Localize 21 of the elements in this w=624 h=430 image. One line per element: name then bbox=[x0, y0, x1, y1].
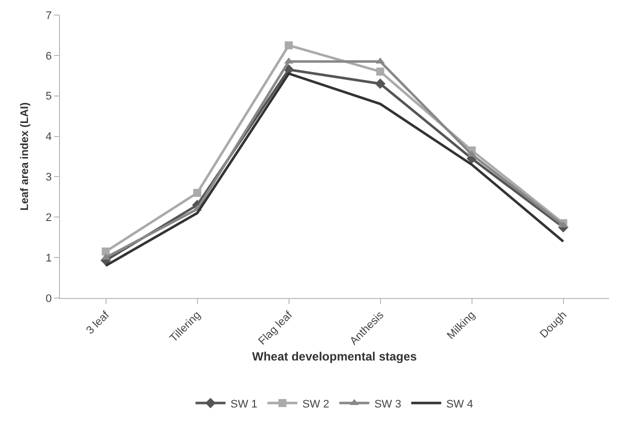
y-tick-label: 5 bbox=[46, 90, 52, 103]
x-tick-label: 3 leaf bbox=[84, 308, 112, 337]
point bbox=[376, 68, 384, 76]
y-tick-label: 1 bbox=[46, 252, 52, 264]
legend-label: SW 2 bbox=[302, 398, 330, 410]
legend-label: SW 4 bbox=[446, 398, 474, 410]
y-tick-label: 6 bbox=[46, 50, 52, 62]
point bbox=[375, 78, 386, 89]
point bbox=[193, 188, 202, 197]
legend-label: SW 3 bbox=[374, 398, 402, 410]
x-tick-label: Flag leaf bbox=[256, 308, 296, 348]
point bbox=[284, 41, 293, 50]
x-axis-title: Wheat developmental stages bbox=[252, 350, 418, 364]
point bbox=[102, 248, 110, 256]
y-tick-label: 2 bbox=[46, 212, 52, 224]
y-tick-label: 0 bbox=[46, 292, 52, 305]
y-tick-label: 7 bbox=[46, 10, 52, 22]
y-tick-label: 3 bbox=[46, 172, 52, 184]
y-tick-label: 4 bbox=[46, 131, 52, 144]
legend-label: SW 1 bbox=[230, 398, 258, 410]
y-axis-title: Leaf area index (LAI) bbox=[19, 102, 31, 211]
